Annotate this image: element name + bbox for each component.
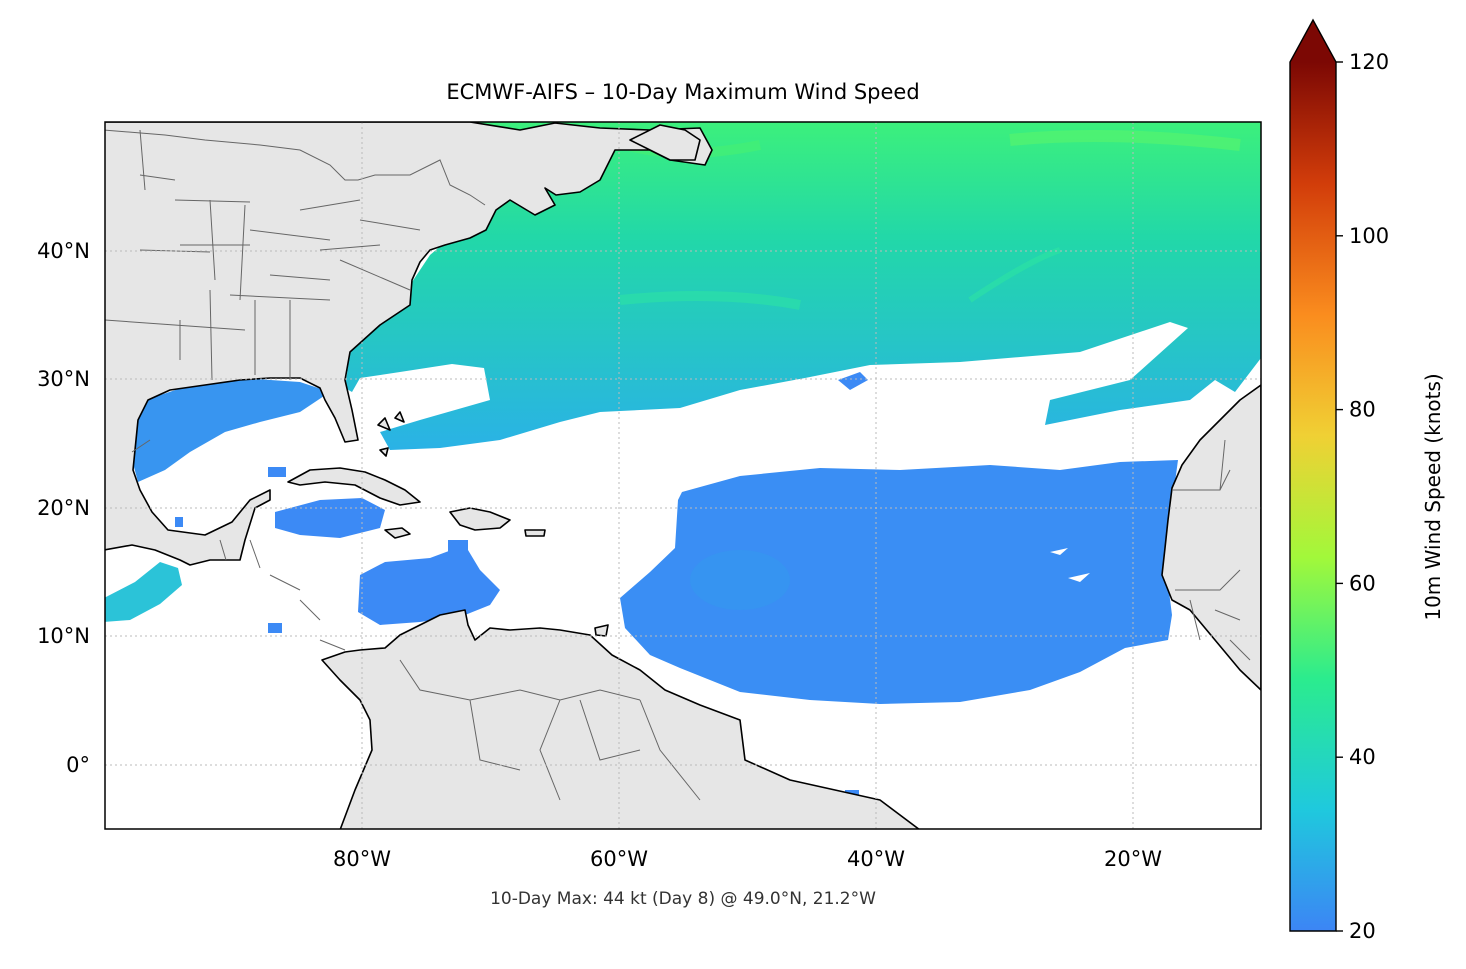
colorbar-gradient — [1290, 62, 1336, 931]
colorbar-tick-label: 20 — [1349, 919, 1376, 943]
cuba-land — [287, 467, 421, 506]
south-america-land — [321, 609, 920, 829]
y-tick-label: 0° — [66, 753, 90, 777]
colorbar-extend-arrow — [1290, 20, 1336, 62]
puerto-rico-land — [524, 529, 546, 537]
colorbar-ticks: 20 40 60 80 100 120 — [1336, 50, 1389, 943]
map-panel — [105, 122, 1261, 829]
y-tick-label: 10°N — [37, 624, 90, 648]
x-tick-label: 80°W — [333, 847, 391, 871]
colorbar: 20 40 60 80 100 120 10m Wind Speed (knots) — [1289, 18, 1445, 943]
colorbar-label: 10m Wind Speed (knots) — [1421, 373, 1445, 620]
y-tick-label: 20°N — [37, 496, 90, 520]
y-tick-label: 30°N — [37, 367, 90, 391]
bahamas-land — [377, 411, 405, 457]
y-axis: 40°N 30°N 20°N 10°N 0° — [37, 239, 90, 777]
newfoundland-land — [629, 124, 701, 161]
x-tick-label: 20°W — [1104, 847, 1162, 871]
colorbar-tick-label: 120 — [1349, 50, 1389, 74]
colorbar-outline — [1289, 18, 1337, 932]
map-frame — [104, 121, 1262, 830]
land-areas — [105, 122, 1261, 829]
colorbar-tick-label: 40 — [1349, 745, 1376, 769]
colorbar-tick-label: 60 — [1349, 571, 1376, 595]
africa-land — [1161, 384, 1261, 691]
max-wind-footnote: 10-Day Max: 44 kt (Day 8) @ 49.0°N, 21.2… — [490, 889, 876, 909]
map-title: ECMWF-AIFS – 10-Day Maximum Wind Speed — [446, 80, 919, 104]
x-tick-label: 60°W — [590, 847, 648, 871]
x-tick-label: 40°W — [847, 847, 905, 871]
colorbar-tick-label: 80 — [1349, 398, 1376, 422]
colorbar-tick-label: 100 — [1349, 224, 1389, 248]
y-tick-label: 40°N — [37, 239, 90, 263]
jamaica-land — [384, 527, 411, 539]
political-borders — [105, 129, 1251, 801]
hispaniola-land — [449, 507, 511, 531]
north-america-land — [105, 122, 713, 566]
x-axis: 80°W 60°W 40°W 20°W — [333, 847, 1162, 871]
